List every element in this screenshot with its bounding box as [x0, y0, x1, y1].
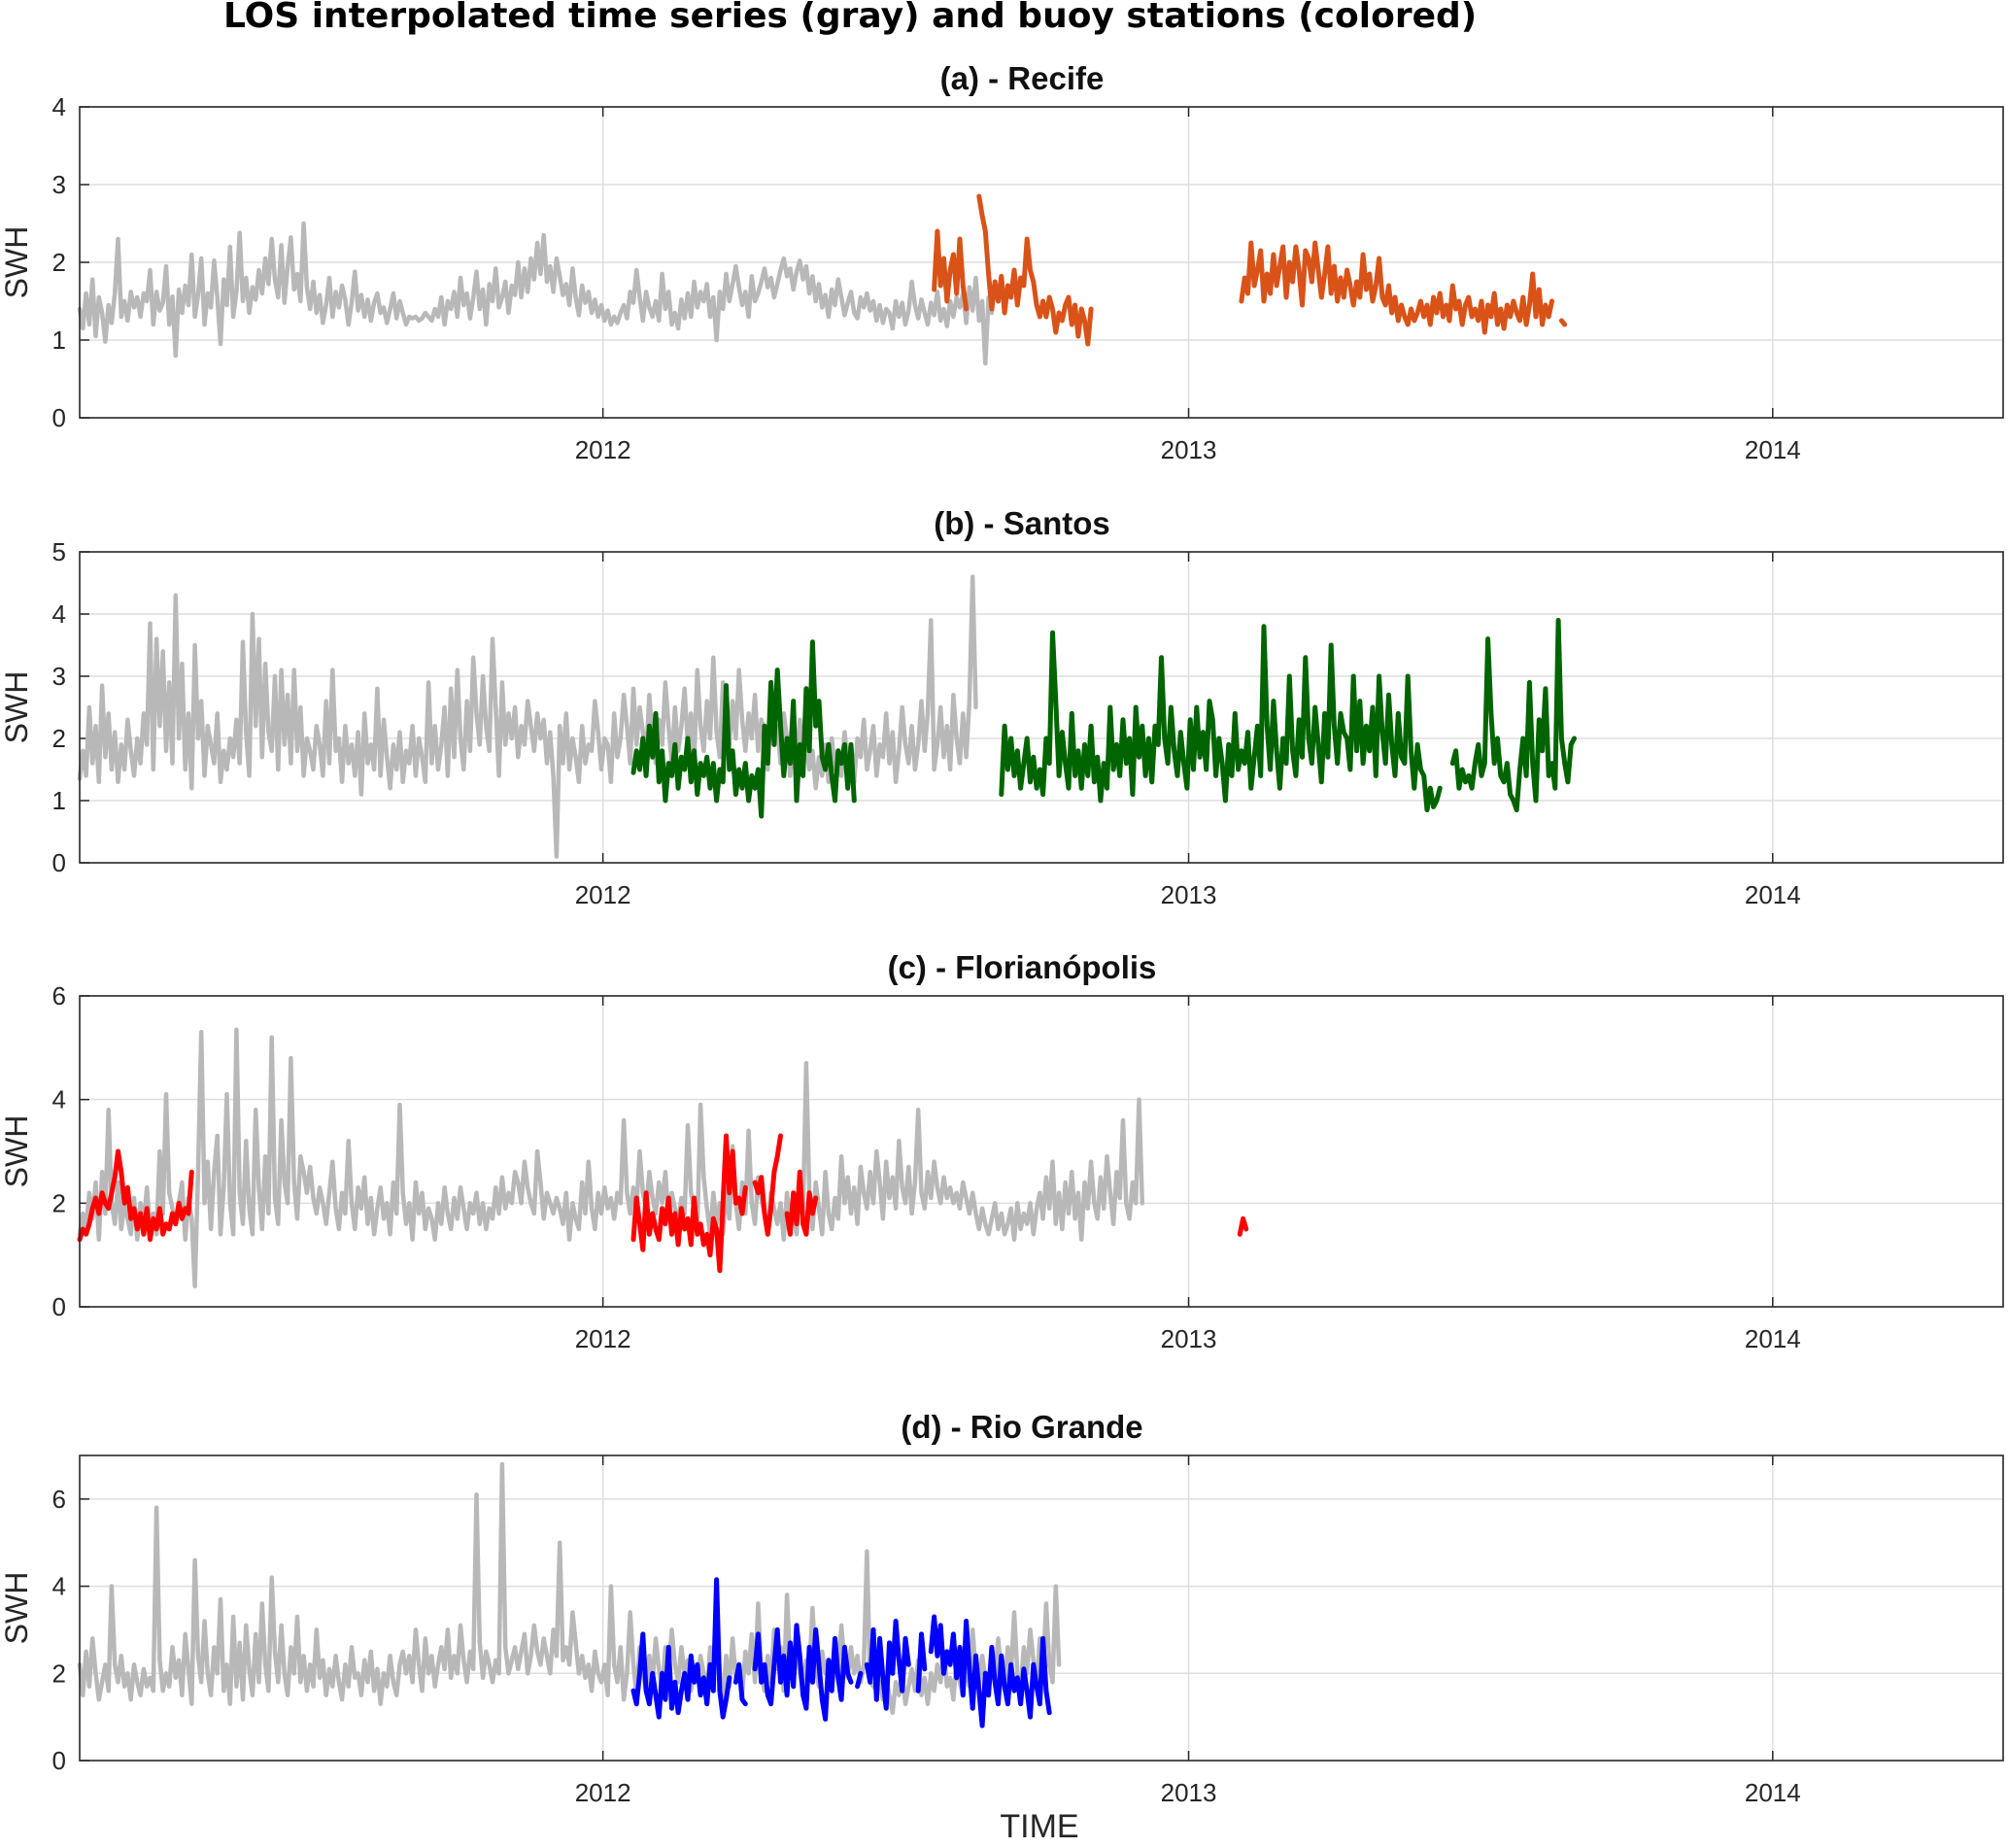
x-tick-label: 2012 — [575, 1324, 631, 1353]
panel-florianopolis: 0 2 4 6 2012 2013 2014 (c) - Florianópolis SWH — [0, 949, 2004, 1353]
axes-frame — [79, 1454, 2004, 1762]
interpolated-series-line — [77, 1027, 1145, 1288]
y-tick-label: 6 — [52, 981, 66, 1010]
buoy-series-line — [1237, 1215, 1249, 1237]
y-tick-label: 5 — [52, 537, 66, 566]
plot-area — [80, 1455, 2003, 1761]
x-axis-label: TIME — [1000, 1808, 1078, 1845]
y-tick-label: 1 — [52, 786, 66, 815]
y-tick-label: 6 — [52, 1485, 66, 1514]
buoy-series-line — [630, 1133, 819, 1274]
x-tick-label: 2013 — [1161, 880, 1217, 909]
y-tick-label: 4 — [52, 1572, 66, 1601]
y-tick-label: 2 — [52, 724, 66, 753]
panel-santos: 0 1 2 3 4 5 2012 2013 2014 (b) - Santos SWH — [0, 505, 2004, 909]
y-axis-label: SWH — [0, 1572, 34, 1645]
y-tick-label: 3 — [52, 662, 66, 691]
buoy-series-line — [932, 193, 1568, 347]
interpolated-series-line — [77, 1461, 1062, 1715]
buoy-series-line — [630, 617, 1577, 819]
x-tick-label: 2014 — [1745, 1324, 1801, 1353]
y-tick-label: 4 — [52, 599, 66, 629]
y-tick-label: 2 — [52, 1659, 66, 1688]
buoy-series-line — [77, 1148, 194, 1243]
x-tick-label: 2014 — [1745, 1778, 1801, 1807]
y-tick-label: 1 — [52, 325, 66, 355]
axes-frame — [79, 551, 2004, 864]
y-axis-label: SWH — [0, 1115, 34, 1188]
x-tick-label: 2014 — [1745, 435, 1801, 464]
y-tick-label: 0 — [52, 848, 66, 877]
x-tick-label: 2012 — [575, 1778, 631, 1807]
panel-recife: 0 1 2 3 4 2012 2013 2014 (a) - Recife SWH — [0, 60, 2004, 464]
plot-area — [80, 552, 2003, 863]
panel-title: (a) - Recife — [940, 60, 1105, 96]
buoy-series-line — [630, 1577, 1052, 1728]
panel-title: (c) - Florianópolis — [888, 949, 1157, 985]
interpolated-series-line — [77, 221, 998, 366]
panel-title: (b) - Santos — [934, 505, 1109, 541]
y-tick-label: 4 — [52, 1085, 66, 1114]
y-tick-label: 0 — [52, 1292, 66, 1321]
panel-title: (d) - Rio Grande — [901, 1409, 1142, 1445]
x-tick-label: 2013 — [1161, 1778, 1217, 1807]
panel-rio-grande: 0 2 4 6 2012 2013 2014 (d) - Rio Grande SWH — [0, 1409, 2004, 1807]
axes-frame — [79, 995, 2004, 1308]
y-tick-label: 2 — [52, 1188, 66, 1217]
figure-title: LOS interpolated time series (gray) and … — [223, 0, 1477, 36]
x-tick-label: 2013 — [1161, 435, 1217, 464]
y-tick-label: 0 — [52, 1746, 66, 1775]
y-axis-label: SWH — [0, 226, 34, 299]
x-tick-label: 2012 — [575, 880, 631, 909]
x-tick-label: 2012 — [575, 435, 631, 464]
axes-frame — [79, 106, 2004, 419]
x-tick-label: 2014 — [1745, 880, 1801, 909]
y-tick-label: 4 — [52, 92, 66, 121]
y-tick-label: 3 — [52, 170, 66, 199]
plot-area — [80, 996, 2003, 1307]
y-tick-label: 2 — [52, 248, 66, 277]
x-tick-label: 2013 — [1161, 1324, 1217, 1353]
y-axis-label: SWH — [0, 671, 34, 744]
y-tick-label: 0 — [52, 403, 66, 432]
